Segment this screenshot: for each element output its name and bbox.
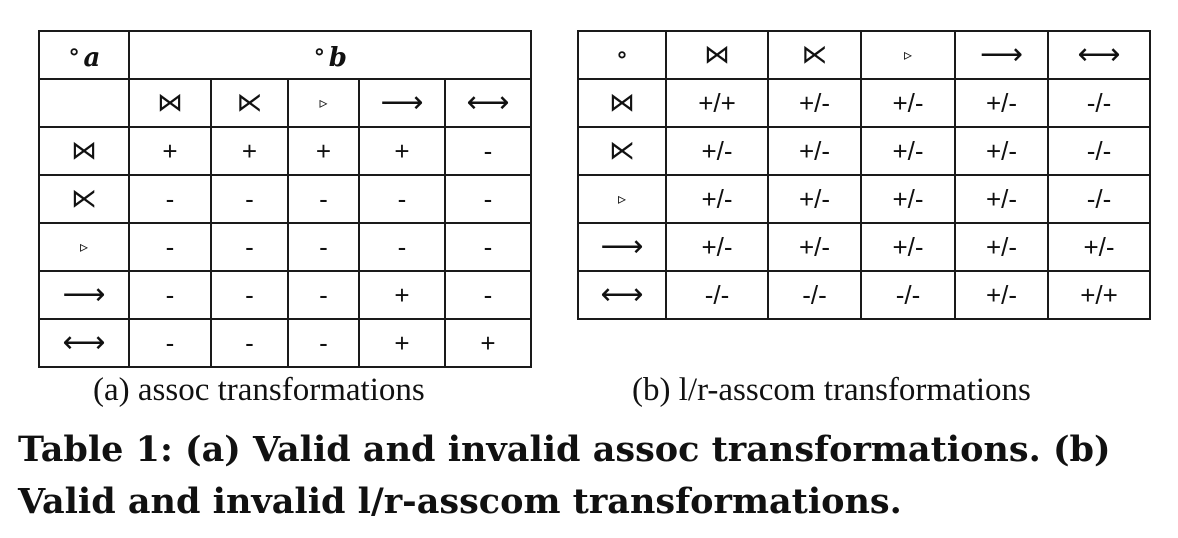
table-cell: +/- [767, 126, 862, 176]
antijoin-icon: ▹ [38, 222, 130, 272]
table-cell: +/- [767, 78, 862, 128]
table-row: ⟶ - - - + - [38, 270, 532, 320]
table-cell: +/- [665, 126, 769, 176]
table-cell: - [128, 270, 212, 320]
corner-cell: ∘ a [38, 30, 130, 80]
table-cell: + [358, 318, 446, 368]
full-outer-join-icon: ⟷ [577, 270, 667, 320]
left-outer-join-icon: ⟶ [954, 30, 1049, 80]
table-row: ⋉ +/- +/- +/- +/- -/- [577, 126, 1151, 176]
table-cell: - [210, 222, 289, 272]
table-cell: - [287, 222, 360, 272]
join-icon: ⋈ [577, 78, 667, 128]
left-semijoin-icon: ⋉ [38, 174, 130, 224]
table-cell: - [210, 174, 289, 224]
table-cell: +/+ [665, 78, 769, 128]
table-cell: - [210, 270, 289, 320]
left-outer-join-icon: ⟶ [577, 222, 667, 272]
join-icon: ⋈ [665, 30, 769, 80]
table-row: ⟷ - - - + + [38, 318, 532, 368]
table-cell: +/- [954, 78, 1049, 128]
table-row: ▹ +/- +/- +/- +/- -/- [577, 174, 1151, 224]
left-outer-join-icon: ⟶ [358, 78, 446, 128]
table-cell: - [444, 174, 532, 224]
table-cell: -/- [1047, 174, 1151, 224]
compose-a-icon: ∘ [67, 37, 81, 67]
table-cell: +/- [954, 222, 1049, 272]
join-icon: ⋈ [128, 78, 212, 128]
table-cell: -/- [860, 270, 956, 320]
antijoin-icon: ▹ [287, 78, 360, 128]
table-row: ⋈ + + + + - [38, 126, 532, 176]
compose-icon: ∘ [577, 30, 667, 80]
table-cell: - [287, 318, 360, 368]
table-cell: +/+ [1047, 270, 1151, 320]
table-cell: + [358, 126, 446, 176]
table-cell: -/- [767, 270, 862, 320]
full-outer-join-icon: ⟷ [444, 78, 532, 128]
left-semijoin-icon: ⋉ [210, 78, 289, 128]
table-cell: - [128, 222, 212, 272]
table-cell: + [128, 126, 212, 176]
operator-header-row: ⋈ ⋉ ▹ ⟶ ⟷ [38, 78, 532, 128]
table-cell: +/- [767, 222, 862, 272]
table-row: ▹ - - - - - [38, 222, 532, 272]
table-cell: - [358, 174, 446, 224]
table-cell: + [358, 270, 446, 320]
subcaption-a: (a) assoc transformations [93, 372, 425, 408]
table-header-row: ∘ a ∘ b [38, 30, 532, 80]
table-row: ⟷ -/- -/- -/- +/- +/+ [577, 270, 1151, 320]
asscom-table: ∘ ⋈ ⋉ ▹ ⟶ ⟷ ⋈ +/+ +/- +/- +/- -/- ⋉ +/- … [577, 30, 1151, 320]
table-cell: + [210, 126, 289, 176]
table-row: ⟶ +/- +/- +/- +/- +/- [577, 222, 1151, 272]
table-cell: - [210, 318, 289, 368]
left-semijoin-icon: ⋉ [767, 30, 862, 80]
join-icon: ⋈ [38, 126, 130, 176]
table-cell: +/- [665, 174, 769, 224]
table-cell: + [444, 318, 532, 368]
empty-cell [38, 78, 130, 128]
table-cell: +/- [954, 126, 1049, 176]
table-cell: - [444, 270, 532, 320]
table-cell: - [358, 222, 446, 272]
table-cell: - [128, 318, 212, 368]
subcaption-b: (b) l/r-asscom transformations [632, 372, 1031, 408]
table-cell: +/- [860, 78, 956, 128]
table-cell: + [287, 126, 360, 176]
antijoin-icon: ▹ [577, 174, 667, 224]
full-outer-join-icon: ⟷ [1047, 30, 1151, 80]
table-cell: - [128, 174, 212, 224]
table-cell: +/- [860, 174, 956, 224]
column-group-header: ∘ b [128, 30, 532, 80]
table-cell: +/- [860, 222, 956, 272]
assoc-table: ∘ a ∘ b ⋈ ⋉ ▹ ⟶ ⟷ ⋈ + + + + - ⋉ - - - - - [38, 30, 532, 368]
table-cell: +/- [954, 270, 1049, 320]
table-cell: - [444, 222, 532, 272]
table-cell: -/- [1047, 126, 1151, 176]
table-cell: +/- [767, 174, 862, 224]
antijoin-icon: ▹ [860, 30, 956, 80]
full-outer-join-icon: ⟷ [38, 318, 130, 368]
table-row: ⋉ - - - - - [38, 174, 532, 224]
table-row: ⋈ +/+ +/- +/- +/- -/- [577, 78, 1151, 128]
left-outer-join-icon: ⟶ [38, 270, 130, 320]
table-cell: - [287, 174, 360, 224]
table-cell: -/- [1047, 78, 1151, 128]
table-cell: +/- [665, 222, 769, 272]
table-cell: - [444, 126, 532, 176]
table-cell: +/- [860, 126, 956, 176]
table-cell: - [287, 270, 360, 320]
table-cell: +/- [1047, 222, 1151, 272]
table-caption: Table 1: (a) Valid and invalid assoc tra… [18, 429, 1111, 522]
operator-header-row: ∘ ⋈ ⋉ ▹ ⟶ ⟷ [577, 30, 1151, 80]
compose-b-icon: ∘ [313, 37, 326, 67]
left-semijoin-icon: ⋉ [577, 126, 667, 176]
table-cell: +/- [954, 174, 1049, 224]
table-cell: -/- [665, 270, 769, 320]
